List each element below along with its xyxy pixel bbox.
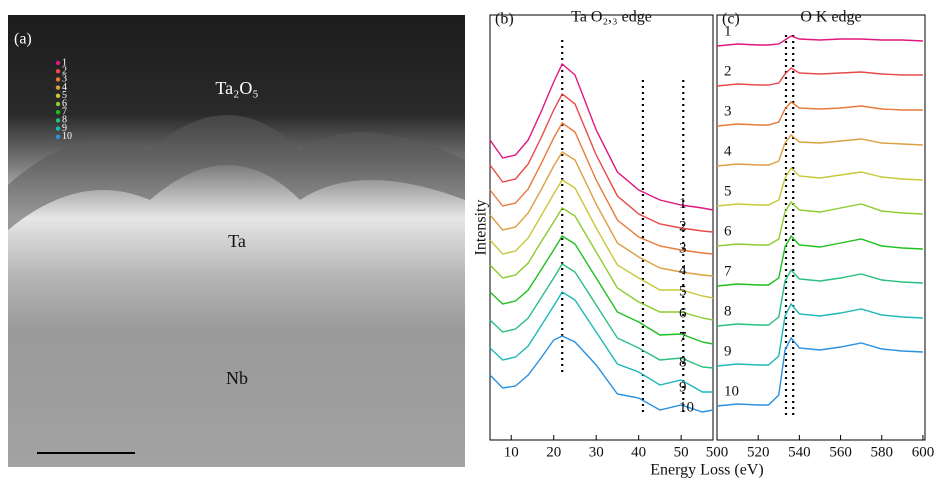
series-label: 10 bbox=[724, 383, 739, 399]
legend-dot bbox=[55, 60, 61, 66]
annotation: Nb bbox=[226, 368, 248, 388]
series-label: 9 bbox=[724, 343, 732, 359]
series-label: 5 bbox=[679, 283, 687, 299]
spectrum-line bbox=[489, 335, 714, 413]
legend-dot bbox=[55, 85, 61, 90]
spectrum-line bbox=[716, 166, 923, 207]
y-axis-label: Intensity bbox=[473, 200, 490, 256]
spectrum-line bbox=[716, 67, 923, 87]
spectrum-line bbox=[716, 336, 923, 407]
x-tick-label: 520 bbox=[747, 444, 770, 460]
spectrum-line bbox=[716, 302, 923, 367]
series-label: 1 bbox=[724, 23, 732, 39]
spectrum-line bbox=[716, 268, 923, 327]
legend-dot bbox=[55, 126, 61, 131]
series-label: 4 bbox=[679, 262, 687, 278]
legend-dot bbox=[55, 118, 61, 123]
spectrum-line bbox=[489, 291, 713, 393]
spectrum-line bbox=[489, 62, 714, 211]
series-label: 8 bbox=[724, 303, 732, 319]
x-tick-label: 40 bbox=[631, 444, 646, 460]
series-label: 5 bbox=[724, 183, 732, 199]
spectrum-line bbox=[489, 121, 714, 255]
x-tick-label: 500 bbox=[706, 444, 729, 460]
series-label: 10 bbox=[679, 399, 694, 415]
legend-dot bbox=[55, 93, 61, 99]
series-label: 3 bbox=[679, 240, 687, 256]
spectrum-line bbox=[716, 200, 923, 247]
spectrum-line bbox=[489, 263, 714, 369]
spectrum-line bbox=[489, 207, 714, 321]
series-label: 6 bbox=[679, 305, 687, 321]
series-label: 3 bbox=[724, 103, 732, 119]
series-label: 2 bbox=[679, 218, 687, 234]
panel-label: (c) bbox=[722, 11, 740, 28]
chart-title: O K edge bbox=[800, 9, 861, 26]
x-tick-label: 600 bbox=[912, 444, 935, 460]
legend-dot bbox=[55, 134, 61, 139]
legend-dot bbox=[55, 69, 61, 74]
legend-label: 9 bbox=[62, 123, 67, 134]
x-tick-label: 30 bbox=[589, 444, 604, 460]
x-tick-label: 50 bbox=[674, 444, 689, 460]
spectrum-line bbox=[489, 92, 714, 233]
spectrum-line bbox=[489, 179, 714, 299]
x-axis-label: Energy Loss (eV) bbox=[650, 462, 763, 479]
legend-label: 4 bbox=[62, 82, 67, 93]
series-label: 9 bbox=[679, 379, 687, 395]
legend-label: 3 bbox=[62, 74, 67, 85]
panel-label: (a) bbox=[14, 31, 32, 48]
spectrum-line bbox=[716, 133, 923, 167]
x-tick-label: 20 bbox=[546, 444, 561, 460]
x-tick-label: 580 bbox=[871, 444, 894, 460]
legend-dot bbox=[55, 77, 61, 82]
series-label: 2 bbox=[724, 63, 732, 79]
legend-label: 10 bbox=[62, 131, 72, 142]
spectrum-line bbox=[716, 234, 923, 287]
series-label: 7 bbox=[724, 263, 732, 279]
series-label: 8 bbox=[679, 354, 687, 370]
annotation: Ta₂O₅ bbox=[215, 78, 258, 98]
spectrum-line bbox=[716, 101, 923, 127]
legend-label: 6 bbox=[62, 98, 67, 109]
legend-label: 2 bbox=[62, 65, 67, 76]
legend-label: 1 bbox=[62, 57, 67, 68]
legend-label: 5 bbox=[62, 90, 67, 101]
legend-label: 8 bbox=[62, 115, 67, 126]
plot-frame bbox=[716, 14, 926, 441]
series-label: 6 bbox=[724, 223, 732, 239]
spectrum-line bbox=[489, 235, 714, 345]
series-label: 1 bbox=[679, 195, 687, 211]
legend-dot bbox=[55, 101, 61, 107]
spectrum-line bbox=[716, 35, 923, 47]
micrograph bbox=[8, 15, 465, 467]
oxide-texture bbox=[8, 115, 465, 230]
chart-title: Ta O₂,₃ edge bbox=[571, 9, 652, 26]
series-label: 4 bbox=[724, 143, 732, 159]
legend-label: 7 bbox=[62, 106, 67, 117]
x-tick-label: 540 bbox=[788, 444, 811, 460]
x-tick-label: 10 bbox=[504, 444, 519, 460]
plot-frame bbox=[489, 14, 714, 441]
x-tick-label: 560 bbox=[829, 444, 852, 460]
spectrum-line bbox=[489, 151, 714, 277]
panel-label: (b) bbox=[495, 11, 514, 28]
legend-dot bbox=[55, 110, 61, 115]
annotation: Ta bbox=[228, 231, 246, 251]
series-label: 7 bbox=[679, 329, 687, 345]
